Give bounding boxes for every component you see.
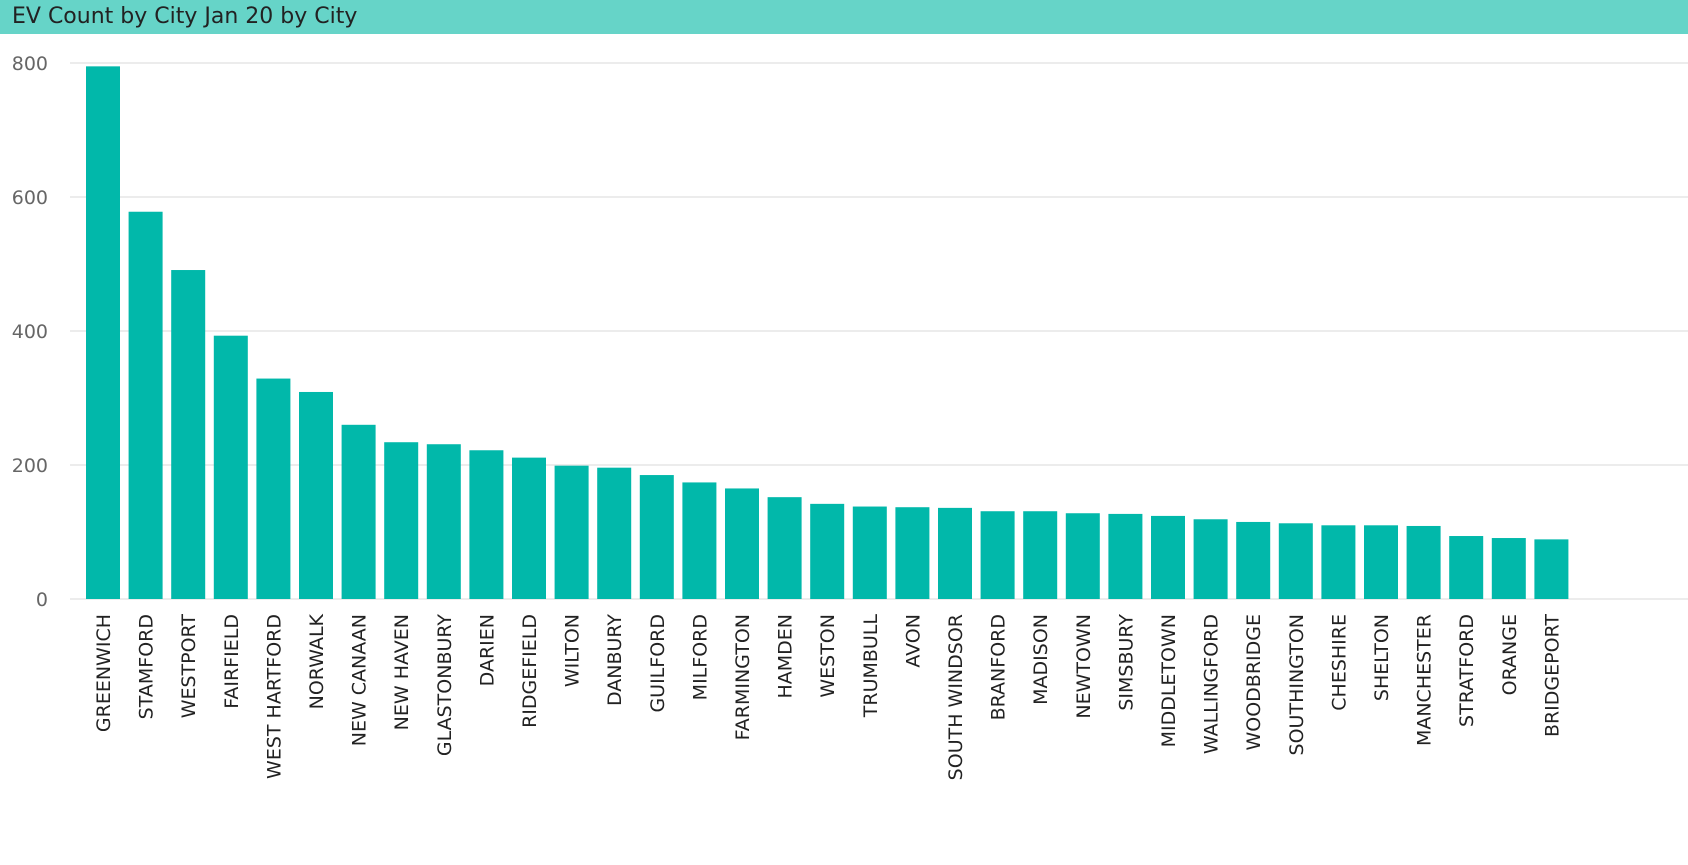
bar-milford[interactable] bbox=[682, 482, 717, 599]
x-category-label: SIMSBURY bbox=[1115, 614, 1137, 711]
x-category-label: RIDGEFIELD bbox=[519, 614, 541, 728]
x-category-label: SHELTON bbox=[1371, 614, 1393, 701]
x-category-label: CHESHIRE bbox=[1328, 614, 1350, 711]
x-category-label: FARMINGTON bbox=[732, 614, 754, 740]
x-category-label: WALLINGFORD bbox=[1201, 614, 1223, 754]
x-category-label: STAMFORD bbox=[136, 614, 158, 719]
x-category-label: DANBURY bbox=[604, 614, 626, 706]
x-category-label: WILTON bbox=[562, 614, 584, 687]
x-category-label: BRANFORD bbox=[988, 614, 1010, 720]
x-category-label: GLASTONBURY bbox=[434, 614, 456, 757]
bar-wallingford[interactable] bbox=[1193, 519, 1228, 599]
x-category-label: MANCHESTER bbox=[1414, 614, 1436, 746]
y-tick-label: 400 bbox=[12, 321, 48, 343]
x-axis-category-labels: GREENWICH STAMFORD WESTPORT FAIRFIELD WEST H… bbox=[93, 613, 1563, 780]
bar-west-hartford[interactable] bbox=[256, 378, 291, 599]
bar-farmington[interactable] bbox=[725, 488, 759, 599]
bar-greenwich[interactable] bbox=[86, 66, 120, 600]
x-category-label: AVON bbox=[902, 614, 924, 668]
bar-southington[interactable] bbox=[1278, 523, 1313, 599]
x-category-label: NEWTOWN bbox=[1073, 614, 1095, 719]
x-category-label: GUILFORD bbox=[647, 614, 669, 713]
bar-manchester[interactable] bbox=[1406, 525, 1441, 599]
x-category-label: NEW HAVEN bbox=[391, 614, 413, 730]
x-category-label: DARIEN bbox=[476, 614, 498, 686]
y-axis-tick-labels: 0 200 400 600 800 bbox=[12, 53, 48, 611]
y-tick-label: 600 bbox=[12, 187, 48, 209]
x-category-label: WESTON bbox=[817, 614, 839, 698]
bar-branford[interactable] bbox=[980, 511, 1015, 599]
x-category-label: FAIRFIELD bbox=[221, 614, 243, 709]
x-category-label: WESTPORT bbox=[178, 614, 200, 719]
bar-glastonbury[interactable] bbox=[426, 444, 461, 599]
bar-guilford[interactable] bbox=[639, 475, 674, 599]
bar-hamden[interactable] bbox=[767, 497, 802, 599]
bar-trumbull[interactable] bbox=[852, 506, 887, 599]
x-category-label: WEST HARTFORD bbox=[263, 614, 285, 779]
bar-stratford[interactable] bbox=[1449, 536, 1484, 599]
bar-new-haven[interactable] bbox=[384, 442, 419, 599]
x-category-label: SOUTH WINDSOR bbox=[945, 614, 967, 780]
bar-darien[interactable] bbox=[469, 450, 504, 599]
bar-cheshire[interactable] bbox=[1321, 525, 1356, 599]
x-category-label: GREENWICH bbox=[93, 614, 115, 732]
title-bar: EV Count by City Jan 20 by City bbox=[0, 0, 1688, 34]
x-category-label: MIDDLETOWN bbox=[1158, 614, 1180, 747]
bar-danbury[interactable] bbox=[597, 467, 632, 599]
bar-orange[interactable] bbox=[1491, 538, 1526, 599]
x-category-label: STRATFORD bbox=[1456, 614, 1478, 727]
y-tick-label: 0 bbox=[36, 589, 48, 611]
x-category-label: WOODBRIDGE bbox=[1243, 614, 1265, 751]
bar-south-windsor[interactable] bbox=[938, 507, 972, 599]
bar-simsbury[interactable] bbox=[1108, 513, 1143, 599]
bar-norwalk[interactable] bbox=[299, 391, 333, 599]
bars bbox=[86, 66, 1569, 600]
bar-madison[interactable] bbox=[1023, 511, 1058, 599]
x-category-label: MADISON bbox=[1030, 614, 1052, 705]
bar-westport[interactable] bbox=[171, 270, 206, 599]
bar-shelton[interactable] bbox=[1364, 525, 1398, 599]
chart-title: EV Count by City Jan 20 by City bbox=[12, 4, 358, 29]
bar-stamford[interactable] bbox=[128, 211, 163, 600]
x-category-label: SOUTHINGTON bbox=[1286, 614, 1308, 755]
x-category-label: TRUMBULL bbox=[860, 614, 882, 719]
bar-bridgeport[interactable] bbox=[1534, 539, 1569, 599]
bar-middletown[interactable] bbox=[1151, 515, 1185, 599]
bar-new-canaan[interactable] bbox=[341, 424, 376, 599]
x-category-label: ORANGE bbox=[1499, 614, 1521, 695]
x-category-label: MILFORD bbox=[689, 614, 711, 700]
bar-ridgefield[interactable] bbox=[512, 457, 546, 599]
bar-avon[interactable] bbox=[895, 507, 930, 599]
bar-newtown[interactable] bbox=[1065, 513, 1100, 599]
y-tick-label: 200 bbox=[12, 455, 48, 477]
x-category-label: NEW CANAAN bbox=[349, 614, 371, 746]
bar-fairfield[interactable] bbox=[213, 335, 248, 599]
x-category-label: BRIDGEPORT bbox=[1541, 614, 1563, 737]
x-category-label: HAMDEN bbox=[775, 614, 797, 699]
y-tick-label: 800 bbox=[12, 53, 48, 75]
bar-wilton[interactable] bbox=[554, 465, 589, 599]
bar-weston[interactable] bbox=[810, 503, 845, 599]
x-category-label: NORWALK bbox=[306, 613, 328, 709]
bar-woodbridge[interactable] bbox=[1236, 521, 1271, 599]
